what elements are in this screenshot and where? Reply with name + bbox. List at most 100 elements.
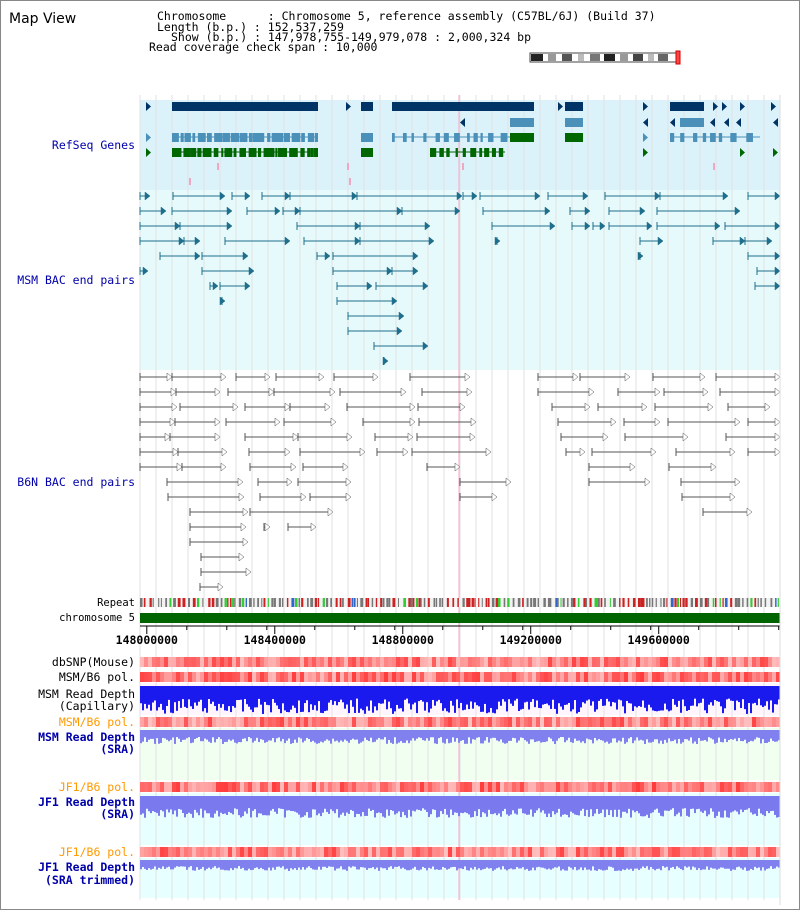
heat-cell [144,717,148,727]
depth-bar [326,686,328,711]
heat-cell [328,847,332,857]
depth-bar [590,860,592,871]
depth-bar [250,686,252,710]
heat-cell [376,672,380,682]
heat-cell [668,717,672,727]
heat-cell [580,657,584,667]
depth-bar [490,686,492,708]
heat-cell [752,847,756,857]
depth-bar [484,686,486,704]
heat-cell [440,672,444,682]
heat-cell [504,717,508,727]
depth-bar [212,686,214,702]
depth-bar [610,860,612,867]
repeat-track[interactable] [140,598,780,607]
heat-cell [692,782,696,792]
depth-bar [178,860,180,867]
heat-cell [592,847,596,857]
heat-cell [760,717,764,727]
depth-bar [186,686,188,709]
bac-end-marker [774,387,781,397]
heat-cell [596,782,600,792]
depth-bar [710,686,712,703]
heat-cell [600,717,604,727]
depth-bar [354,860,356,867]
depth-bar [210,686,212,704]
depth-bar [452,686,454,706]
depth-bar [628,686,630,704]
heat-cell [684,672,688,682]
depth-bar [696,796,698,810]
depth-bar [720,686,722,707]
depth-bar [366,796,368,816]
depth-bar [218,686,220,704]
depth-bar [434,860,436,870]
depth-bar [150,796,152,814]
track-label-msm-bac[interactable]: MSM BAC end pairs [17,273,135,287]
bac-end-marker [391,296,398,306]
track-label-jf1-depth-2: (SRA) [100,807,135,821]
heat-cell [336,717,340,727]
depth-bar [212,730,214,738]
heat-cell [668,782,672,792]
depth-bar [174,686,176,703]
depth-bar [258,860,260,870]
track-label-refseq[interactable]: RefSeq Genes [52,138,135,152]
depth-bar [732,686,734,701]
track-label-b6n-bac[interactable]: B6N BAC end pairs [17,475,135,489]
heat-cell [680,672,684,682]
depth-bar [396,686,398,705]
depth-bar [328,686,330,703]
heat-cell [708,717,712,727]
depth-bar [512,796,514,811]
msm-bac-pairs-track[interactable] [139,191,781,366]
heat-cell [440,657,444,667]
depth-bar [282,730,284,739]
depth-bar [496,686,498,710]
gene-block [565,102,583,111]
depth-bar [434,686,436,706]
repeat-element [714,598,717,607]
heat-cell [268,717,272,727]
depth-bar [600,860,602,870]
depth-bar [436,860,438,870]
gene-exon [307,133,315,142]
heat-cell [352,672,356,682]
depth-bar [254,796,256,810]
track-label-jf1-b6-pol-trim: JF1/B6 pol. [59,845,135,859]
refseq-genes-track[interactable] [146,102,778,185]
heat-cell [524,782,528,792]
heat-cell [368,847,372,857]
depth-bar [142,686,144,711]
depth-bar [246,686,248,705]
heat-cell [696,672,700,682]
depth-bar [548,686,550,706]
depth-bar [166,796,168,810]
depth-bar [352,686,354,707]
heat-cell [248,847,252,857]
depth-bar [416,860,418,870]
heat-cell [476,657,480,667]
depth-bar [266,860,268,871]
heat-cell [748,847,752,857]
depth-bar [604,860,606,871]
bac-end-marker [248,266,255,276]
heat-cell [484,847,488,857]
depth-bar [242,860,244,868]
bac-end-marker [351,191,358,201]
depth-bar [224,860,226,871]
depth-bar [574,730,576,739]
depth-bar [296,730,298,743]
depth-bar [472,860,474,870]
depth-bar [636,686,638,708]
chromosome-ideogram[interactable] [529,50,681,65]
heat-cell [204,847,208,857]
depth-bar [728,730,730,740]
depth-bar [768,796,770,814]
heat-cell [500,717,504,727]
b6n-bac-pairs-track[interactable] [139,372,781,592]
gene-exon [473,133,478,142]
heat-cell [180,672,184,682]
depth-bar [690,796,692,809]
